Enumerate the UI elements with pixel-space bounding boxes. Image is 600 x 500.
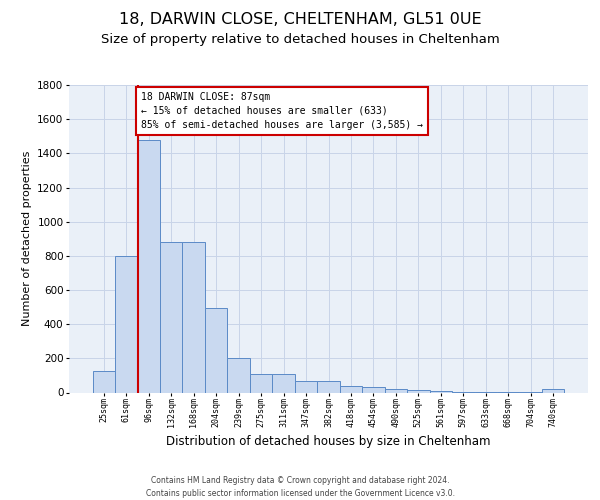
- Bar: [205, 308, 227, 392]
- Text: Size of property relative to detached houses in Cheltenham: Size of property relative to detached ho…: [101, 32, 499, 46]
- Bar: [137, 140, 160, 392]
- Bar: [362, 388, 385, 392]
- Bar: [272, 374, 295, 392]
- Bar: [340, 386, 362, 392]
- Text: 18 DARWIN CLOSE: 87sqm
← 15% of detached houses are smaller (633)
85% of semi-de: 18 DARWIN CLOSE: 87sqm ← 15% of detached…: [141, 92, 423, 130]
- Bar: [250, 374, 272, 392]
- Text: Contains HM Land Registry data © Crown copyright and database right 2024.
Contai: Contains HM Land Registry data © Crown c…: [146, 476, 455, 498]
- Bar: [160, 242, 182, 392]
- Bar: [407, 390, 430, 392]
- Bar: [227, 358, 250, 392]
- Bar: [115, 256, 137, 392]
- Bar: [92, 371, 115, 392]
- Y-axis label: Number of detached properties: Number of detached properties: [22, 151, 32, 326]
- Bar: [182, 242, 205, 392]
- Text: 18, DARWIN CLOSE, CHELTENHAM, GL51 0UE: 18, DARWIN CLOSE, CHELTENHAM, GL51 0UE: [119, 12, 481, 28]
- Bar: [295, 380, 317, 392]
- Bar: [385, 389, 407, 392]
- X-axis label: Distribution of detached houses by size in Cheltenham: Distribution of detached houses by size …: [166, 435, 491, 448]
- Bar: [542, 389, 565, 392]
- Bar: [317, 382, 340, 392]
- Bar: [430, 391, 452, 392]
